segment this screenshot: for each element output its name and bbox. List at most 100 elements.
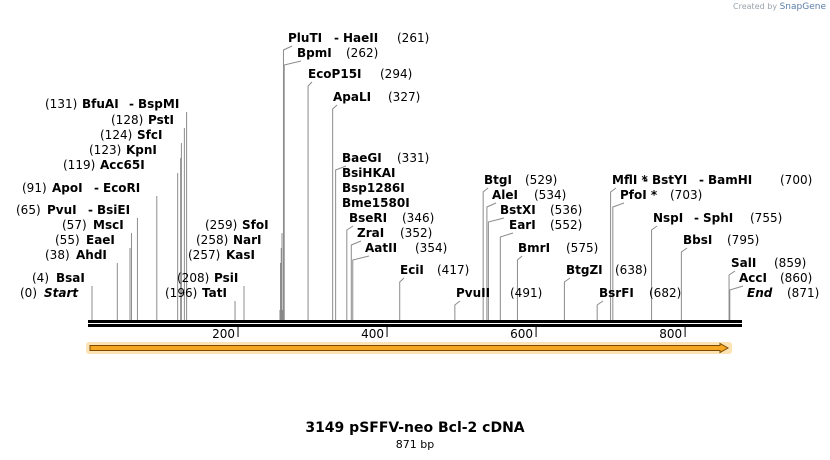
site-position-label: (352): [400, 226, 432, 240]
site-position-label: (354): [415, 241, 447, 255]
enzyme-site-label[interactable]: PluTI: [288, 31, 322, 45]
enzyme-site-label[interactable]: BstYI: [652, 173, 687, 187]
site-position-label: (536): [550, 203, 582, 217]
enzyme-site-label[interactable]: BamHI: [708, 173, 752, 187]
enzyme-site-label[interactable]: NarI: [233, 233, 262, 247]
leader-line: [307, 81, 313, 320]
enzyme-site-label[interactable]: Bsp1286I: [342, 181, 405, 195]
leader-line: [612, 202, 625, 320]
tick-label: 400: [361, 327, 384, 341]
enzyme-site-label[interactable]: PvuII: [456, 286, 490, 300]
name-separator: -: [699, 173, 704, 187]
enzyme-site-label[interactable]: BaeGI: [342, 151, 382, 165]
site-position-label: (57): [62, 218, 87, 232]
enzyme-site-label[interactable]: AleI: [492, 188, 518, 202]
enzyme-site-label[interactable]: End: [747, 286, 773, 300]
enzyme-site-label[interactable]: NspI: [653, 211, 683, 225]
name-separator: -: [334, 31, 339, 45]
site-position-label: (534): [534, 188, 566, 202]
enzyme-site-label[interactable]: BmrI: [518, 241, 550, 255]
site-position-label: (575): [566, 241, 598, 255]
site-position-label: (261): [397, 31, 429, 45]
site-position-label: (346): [402, 211, 434, 225]
leader-line: [486, 202, 497, 320]
enzyme-site-label[interactable]: PfoI *: [620, 188, 658, 202]
enzyme-site-label[interactable]: PsiI: [214, 271, 238, 285]
enzyme-site-label[interactable]: KpnI: [126, 143, 157, 157]
leader-line: [332, 104, 338, 320]
enzyme-site-label[interactable]: MflI *: [612, 173, 648, 187]
enzyme-site-label[interactable]: HaeII: [343, 31, 378, 45]
site-position-label: (128): [111, 113, 143, 127]
site-position-label: (491): [510, 286, 542, 300]
leader-line: [399, 277, 405, 320]
site-position-label: (638): [615, 263, 647, 277]
feature-arrow[interactable]: [86, 342, 732, 354]
site-position-label: (65): [16, 203, 41, 217]
site-position-label: (331): [397, 151, 429, 165]
enzyme-site-label[interactable]: Bme1580I: [342, 196, 410, 210]
enzyme-site-label[interactable]: Start: [44, 286, 79, 300]
site-position-label: (257): [188, 248, 220, 262]
name-separator: -: [88, 203, 93, 217]
enzyme-site-label[interactable]: SfcI: [137, 128, 162, 142]
enzyme-site-label[interactable]: TatI: [202, 286, 227, 300]
enzyme-site-label[interactable]: SphI: [703, 211, 733, 225]
enzyme-site-label[interactable]: ApoI: [52, 181, 83, 195]
site-position-label: (258): [196, 233, 228, 247]
enzyme-site-label[interactable]: EcoRI: [103, 181, 140, 195]
leader-lines: [91, 45, 744, 320]
enzyme-site-label[interactable]: BtgI: [484, 173, 512, 187]
enzyme-site-label[interactable]: EarI: [509, 218, 536, 232]
enzyme-site-label[interactable]: SfoI: [242, 218, 269, 232]
enzyme-site-label[interactable]: AccI: [739, 271, 767, 285]
site-position-label: (91): [22, 181, 47, 195]
enzyme-site-label[interactable]: PstI: [148, 113, 174, 127]
site-position-label: (529): [525, 173, 557, 187]
site-position-label: (682): [649, 286, 681, 300]
enzyme-site-label[interactable]: BbsI: [683, 233, 712, 247]
enzyme-site-label[interactable]: BsiHKAI: [342, 166, 396, 180]
leader-line: [346, 225, 354, 320]
enzyme-site-label[interactable]: ZraI: [357, 226, 384, 240]
leader-line: [282, 45, 293, 320]
enzyme-site-label[interactable]: KasI: [226, 248, 255, 262]
leader-line: [352, 255, 370, 320]
enzyme-site-label[interactable]: MscI: [93, 218, 124, 232]
site-cluster-mark: [279, 310, 284, 320]
name-separator: -: [643, 173, 648, 187]
enzyme-site-label[interactable]: BsaI: [56, 271, 85, 285]
site-position-label: (259): [205, 218, 237, 232]
site-position-label: (55): [55, 233, 80, 247]
enzyme-site-label[interactable]: AhdI: [76, 248, 107, 262]
enzyme-site-label[interactable]: AatII: [365, 241, 397, 255]
enzyme-site-label[interactable]: BseRI: [349, 211, 387, 225]
name-separator: -: [94, 181, 99, 195]
leader-line: [350, 240, 362, 320]
site-position-label: (208): [177, 271, 209, 285]
enzyme-site-label[interactable]: PvuI: [47, 203, 77, 217]
site-position-label: (755): [750, 211, 782, 225]
name-separator: -: [694, 211, 699, 225]
snapgene-logo: SnapGene: [779, 2, 826, 12]
leader-line: [487, 217, 505, 320]
leader-line: [651, 225, 658, 320]
enzyme-site-label[interactable]: EcoP15I: [308, 67, 362, 81]
enzyme-site-label[interactable]: BfuAI: [82, 97, 119, 111]
snapgene-credit: Created by SnapGene: [733, 2, 826, 12]
leader-line: [563, 277, 571, 320]
enzyme-site-label[interactable]: BsiEI: [97, 203, 130, 217]
site-position-label: (0): [20, 286, 37, 300]
tick-label: 200: [212, 327, 235, 341]
enzyme-site-label[interactable]: EaeI: [86, 233, 115, 247]
enzyme-site-label[interactable]: SalI: [731, 256, 756, 270]
enzyme-site-label[interactable]: BstXI: [500, 203, 536, 217]
enzyme-site-label[interactable]: Acc65I: [100, 158, 145, 172]
enzyme-site-label[interactable]: BspMI: [138, 97, 179, 111]
enzyme-site-label[interactable]: EciI: [400, 263, 424, 277]
map-title: 3149 pSFFV-neo Bcl-2 cDNA: [305, 420, 525, 436]
enzyme-site-label[interactable]: BpmI: [297, 46, 332, 60]
enzyme-site-label[interactable]: BtgZI: [566, 263, 603, 277]
enzyme-site-label[interactable]: ApaLI: [333, 90, 371, 104]
enzyme-site-label[interactable]: BsrFI: [599, 286, 634, 300]
